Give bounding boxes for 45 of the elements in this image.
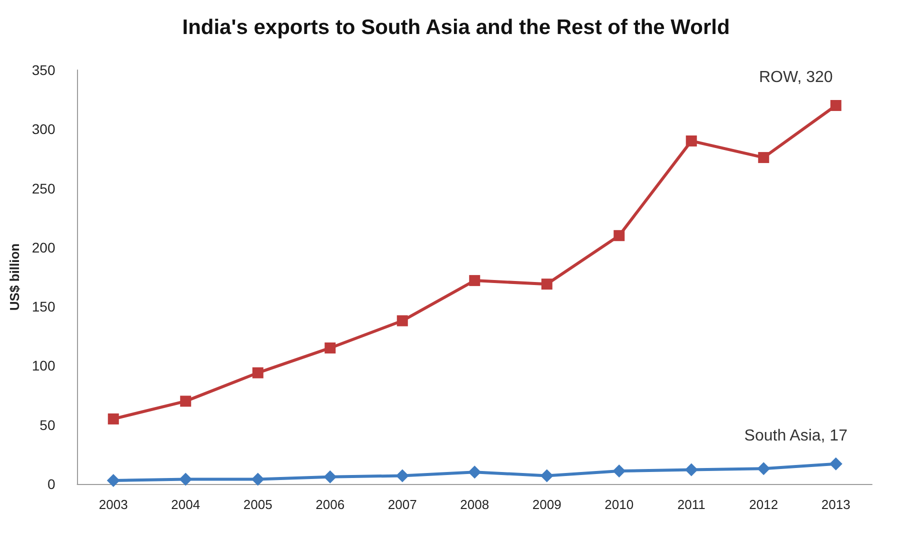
point <box>396 315 408 326</box>
point <box>684 463 698 476</box>
point <box>468 466 482 479</box>
point <box>252 367 264 378</box>
x-tick-label: 2005 <box>243 497 272 512</box>
point <box>396 469 409 482</box>
point <box>830 100 842 111</box>
y-tick-label: 100 <box>32 358 56 374</box>
point <box>757 462 770 476</box>
point <box>541 278 552 290</box>
point <box>540 469 554 482</box>
y-tick-label: 300 <box>32 121 56 138</box>
x-tick-label: 2008 <box>460 497 490 512</box>
chart-title: India's exports to South Asia and the Rest of the World <box>182 16 730 39</box>
y-tick-label: 200 <box>32 239 56 256</box>
x-tick-label: 2011 <box>677 497 706 512</box>
point <box>108 413 119 424</box>
point <box>612 464 626 478</box>
point <box>180 396 192 407</box>
point <box>614 230 625 242</box>
point <box>106 474 120 487</box>
point <box>686 135 697 146</box>
y-tick-label: 250 <box>32 180 56 196</box>
x-tick-label: 2003 <box>98 497 128 512</box>
x-tick-label: 2006 <box>316 497 345 512</box>
point <box>758 152 770 164</box>
point <box>829 457 842 470</box>
y-tick-label: 50 <box>40 416 56 433</box>
x-tick-label: 2007 <box>388 497 417 512</box>
point <box>324 470 337 484</box>
y-tick-label: 350 <box>32 62 56 78</box>
y-axis-title: US$ billion <box>7 243 22 311</box>
x-tick-label: 2013 <box>821 497 850 512</box>
annotation: ROW, 320 <box>758 68 833 86</box>
y-tick-label: 150 <box>32 298 56 315</box>
x-tick-label: 2004 <box>171 497 200 512</box>
point <box>324 342 336 354</box>
x-tick-label: 2009 <box>532 497 562 512</box>
point <box>469 275 480 286</box>
x-tick-label: 2010 <box>604 497 634 512</box>
x-tick-label: 2012 <box>749 497 778 512</box>
point <box>179 472 192 486</box>
annotation: South Asia, 17 <box>744 427 848 444</box>
y-tick-label: 0 <box>47 476 56 492</box>
point <box>251 472 264 486</box>
